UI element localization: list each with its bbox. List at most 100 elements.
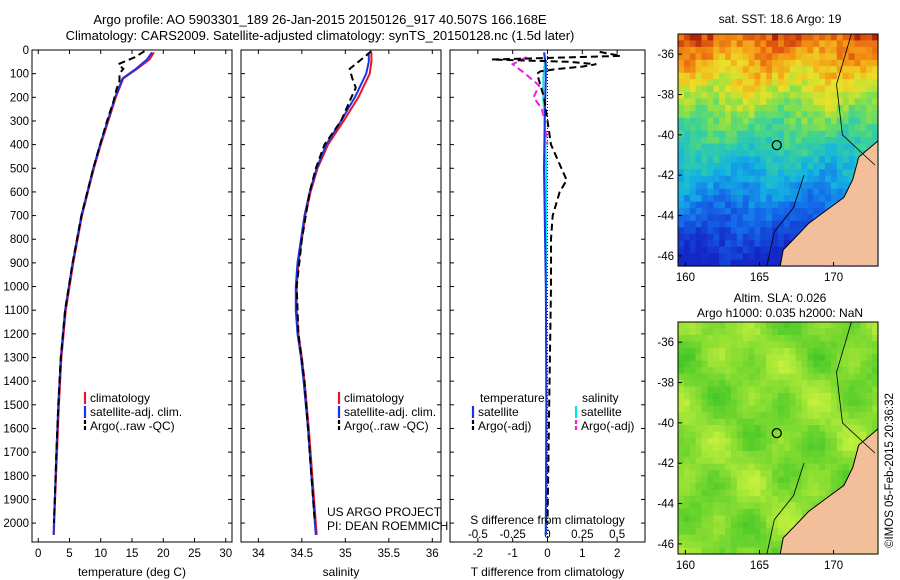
- sst-map-cell: [678, 92, 685, 99]
- sst-map-cell: [860, 46, 867, 54]
- sla-map-cell: [830, 431, 838, 439]
- sst-map-cell: [760, 137, 767, 145]
- sla-map-cell: [713, 450, 720, 458]
- sla-map-cell: [719, 354, 726, 362]
- sst-map-cell: [678, 40, 685, 48]
- sst-map-cell: [678, 53, 685, 61]
- sst-map-cell: [783, 195, 791, 203]
- sst-map-cell: [801, 188, 808, 196]
- sst-map-cell: [713, 253, 720, 261]
- sla-map-cell: [801, 380, 808, 387]
- sst-map-cell: [748, 34, 756, 41]
- sst-map-cell: [689, 143, 697, 151]
- sla-map-cell: [766, 341, 773, 349]
- sst-map-cell: [778, 182, 785, 190]
- sla-map-cell: [736, 380, 744, 387]
- sst-map-cell: [683, 175, 691, 183]
- sst-map-cell: [825, 182, 832, 190]
- sla-map-cell: [678, 341, 685, 349]
- sst-map-cell: [866, 85, 873, 93]
- sst-map-cell: [689, 111, 697, 119]
- sst-map-cell: [778, 246, 785, 254]
- sla-map-cell: [701, 470, 708, 478]
- sst-map-cell: [795, 66, 803, 74]
- sla-map-cell: [701, 418, 708, 426]
- sla-map-cell: [748, 534, 756, 542]
- sla-map-cell: [678, 334, 685, 342]
- sst-map-cell: [866, 40, 873, 48]
- sst-map-cell: [801, 66, 808, 74]
- sla-map-cell: [689, 347, 697, 355]
- sst-map-cell: [830, 40, 838, 48]
- sst-map-cell: [813, 98, 820, 106]
- sla-map-cell: [695, 450, 703, 458]
- sla-map-cell: [683, 547, 691, 555]
- sla-map-cell: [807, 425, 814, 433]
- sla-map-cell: [848, 425, 856, 433]
- temperature-xtick-label: 30: [219, 548, 232, 560]
- sst-map-cell: [836, 92, 844, 99]
- sst-map-cell: [730, 182, 738, 190]
- sst-map-cell: [778, 233, 785, 241]
- sst-map-cell: [819, 130, 826, 138]
- sla-map-cell: [778, 483, 785, 491]
- sst-map-cell: [695, 137, 703, 145]
- temperature-xtick-label: 10: [94, 548, 107, 560]
- sst-map-cell: [830, 53, 838, 61]
- sst-map-cell: [707, 182, 714, 190]
- sla-map-cell: [719, 418, 726, 426]
- sal-diff-tick-label: -0.25: [500, 529, 526, 541]
- sla-map-cell: [783, 457, 791, 465]
- sla-map-cell: [836, 354, 844, 362]
- sst-map-cell: [801, 195, 808, 203]
- pi-annotation: PI: DEAN ROEMMICH: [327, 519, 448, 533]
- sla-map-cell: [783, 470, 791, 478]
- sst-map-cell: [689, 40, 697, 48]
- sst-map-cell: [725, 195, 732, 203]
- sst-map-cell: [830, 182, 838, 190]
- sst-map-cell: [701, 59, 708, 67]
- sst-map-cell: [689, 53, 697, 61]
- sst-map-cell: [707, 104, 714, 112]
- sla-map-cell: [719, 508, 726, 516]
- sla-map-cell: [683, 483, 691, 491]
- sst-map-cell: [678, 233, 685, 241]
- sst-map-cell: [778, 79, 785, 87]
- sst-map-cell: [842, 79, 850, 87]
- sst-map-cell: [848, 98, 856, 106]
- sst-map-cell: [730, 117, 738, 125]
- sst-map-cell: [713, 46, 720, 54]
- sst-map-cell: [766, 259, 773, 267]
- sst-map-cell: [825, 117, 832, 125]
- sla-map-cell: [842, 328, 850, 336]
- sst-map-cell: [830, 124, 838, 132]
- sst-map-cell: [754, 85, 761, 93]
- sla-map-cell: [801, 347, 808, 355]
- sla-map-cell: [683, 322, 691, 329]
- sla-map-cell: [854, 392, 861, 400]
- sst-map-cell: [789, 79, 797, 87]
- sst-map-cell: [678, 175, 685, 183]
- sst-map-cell: [854, 46, 861, 54]
- sla-map-cell: [783, 496, 791, 503]
- sst-map-cell: [701, 79, 708, 87]
- sst-map-cell: [778, 130, 785, 138]
- sst-map-cell: [689, 98, 697, 106]
- sst-map-cell: [736, 85, 744, 93]
- sst-map-cell: [772, 162, 779, 170]
- sla-map-cell: [807, 392, 814, 400]
- sst-map-cell: [789, 220, 797, 228]
- sst-map-cell: [795, 46, 803, 54]
- sla-map-cell: [748, 347, 756, 355]
- sst-map-cell: [689, 137, 697, 145]
- sla-map-cell: [678, 399, 685, 407]
- sst-map-cell: [807, 72, 814, 80]
- sst-map-cell: [701, 150, 708, 157]
- sst-map-cell: [683, 214, 691, 222]
- sst-map-cell: [678, 162, 685, 170]
- sst-map-cell: [801, 169, 808, 177]
- sst-map-cell: [707, 162, 714, 170]
- sst-map-cell: [730, 143, 738, 151]
- sst-map-cell: [825, 156, 832, 164]
- sla-map-cell: [719, 489, 726, 497]
